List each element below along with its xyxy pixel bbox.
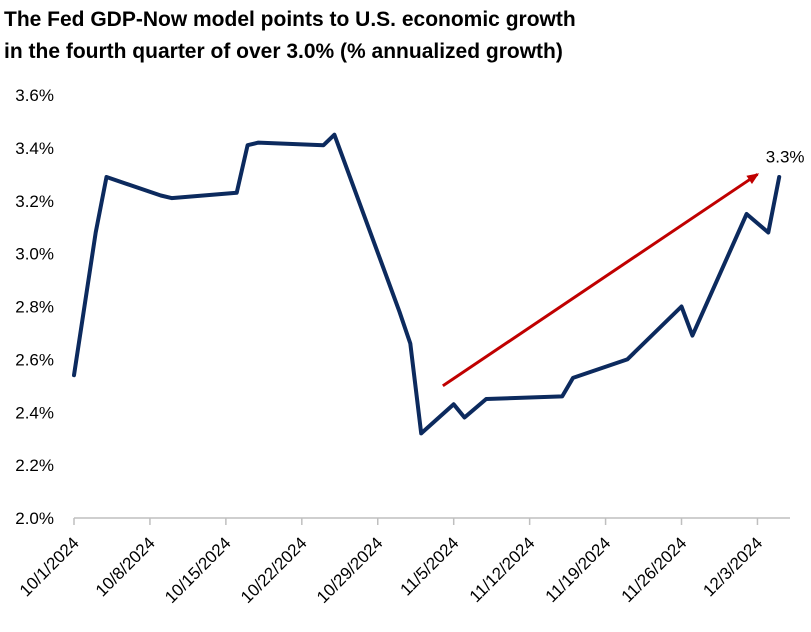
y-tick-label: 2.4% (15, 403, 54, 422)
x-tick-label: 11/26/2024 (618, 533, 691, 606)
y-tick-label: 2.2% (15, 456, 54, 475)
x-tick-label: 10/29/2024 (313, 533, 387, 607)
y-tick-label: 2.8% (15, 298, 54, 317)
value-annotation-label: 3.3% (766, 147, 805, 166)
series-line (72, 132, 782, 436)
x-axis: 10/1/2024 10/8/2024 10/15/2024 10/22/2024 10… (16, 517, 790, 607)
chart-title-line-1: The Fed GDP-Now model points to U.S. eco… (4, 8, 576, 31)
y-tick-label: 3.0% (15, 245, 54, 264)
y-tick-label: 3.2% (15, 192, 54, 211)
y-tick-label: 2.0% (15, 509, 54, 528)
y-tick-label: 3.4% (15, 139, 54, 158)
x-tick-label: 10/8/2024 (92, 533, 159, 600)
chart-title-line-2: in the fourth quarter of over 3.0% (% an… (4, 40, 563, 63)
y-axis: 2.0% 2.2% 2.4% 2.6% 2.8% 3.0% 3.2% 3.4% 3.6% (15, 86, 54, 528)
y-tick-label: 3.6% (15, 86, 54, 105)
x-tick-label: 10/22/2024 (237, 533, 311, 607)
annotations: 3.3% (442, 147, 805, 388)
x-tick-label: 12/3/2024 (699, 533, 766, 600)
x-tick-label: 11/5/2024 (396, 533, 462, 599)
x-tick-label: 11/12/2024 (466, 533, 539, 606)
x-tick-label: 10/15/2024 (161, 533, 235, 607)
x-tick-label: 10/1/2024 (16, 533, 83, 600)
plot-area (72, 132, 782, 436)
y-tick-label: 2.6% (15, 350, 54, 369)
x-tick-label: 11/19/2024 (542, 533, 615, 606)
chart-title: The Fed GDP-Now model points to U.S. eco… (4, 4, 804, 68)
trend-arrow (442, 173, 760, 388)
